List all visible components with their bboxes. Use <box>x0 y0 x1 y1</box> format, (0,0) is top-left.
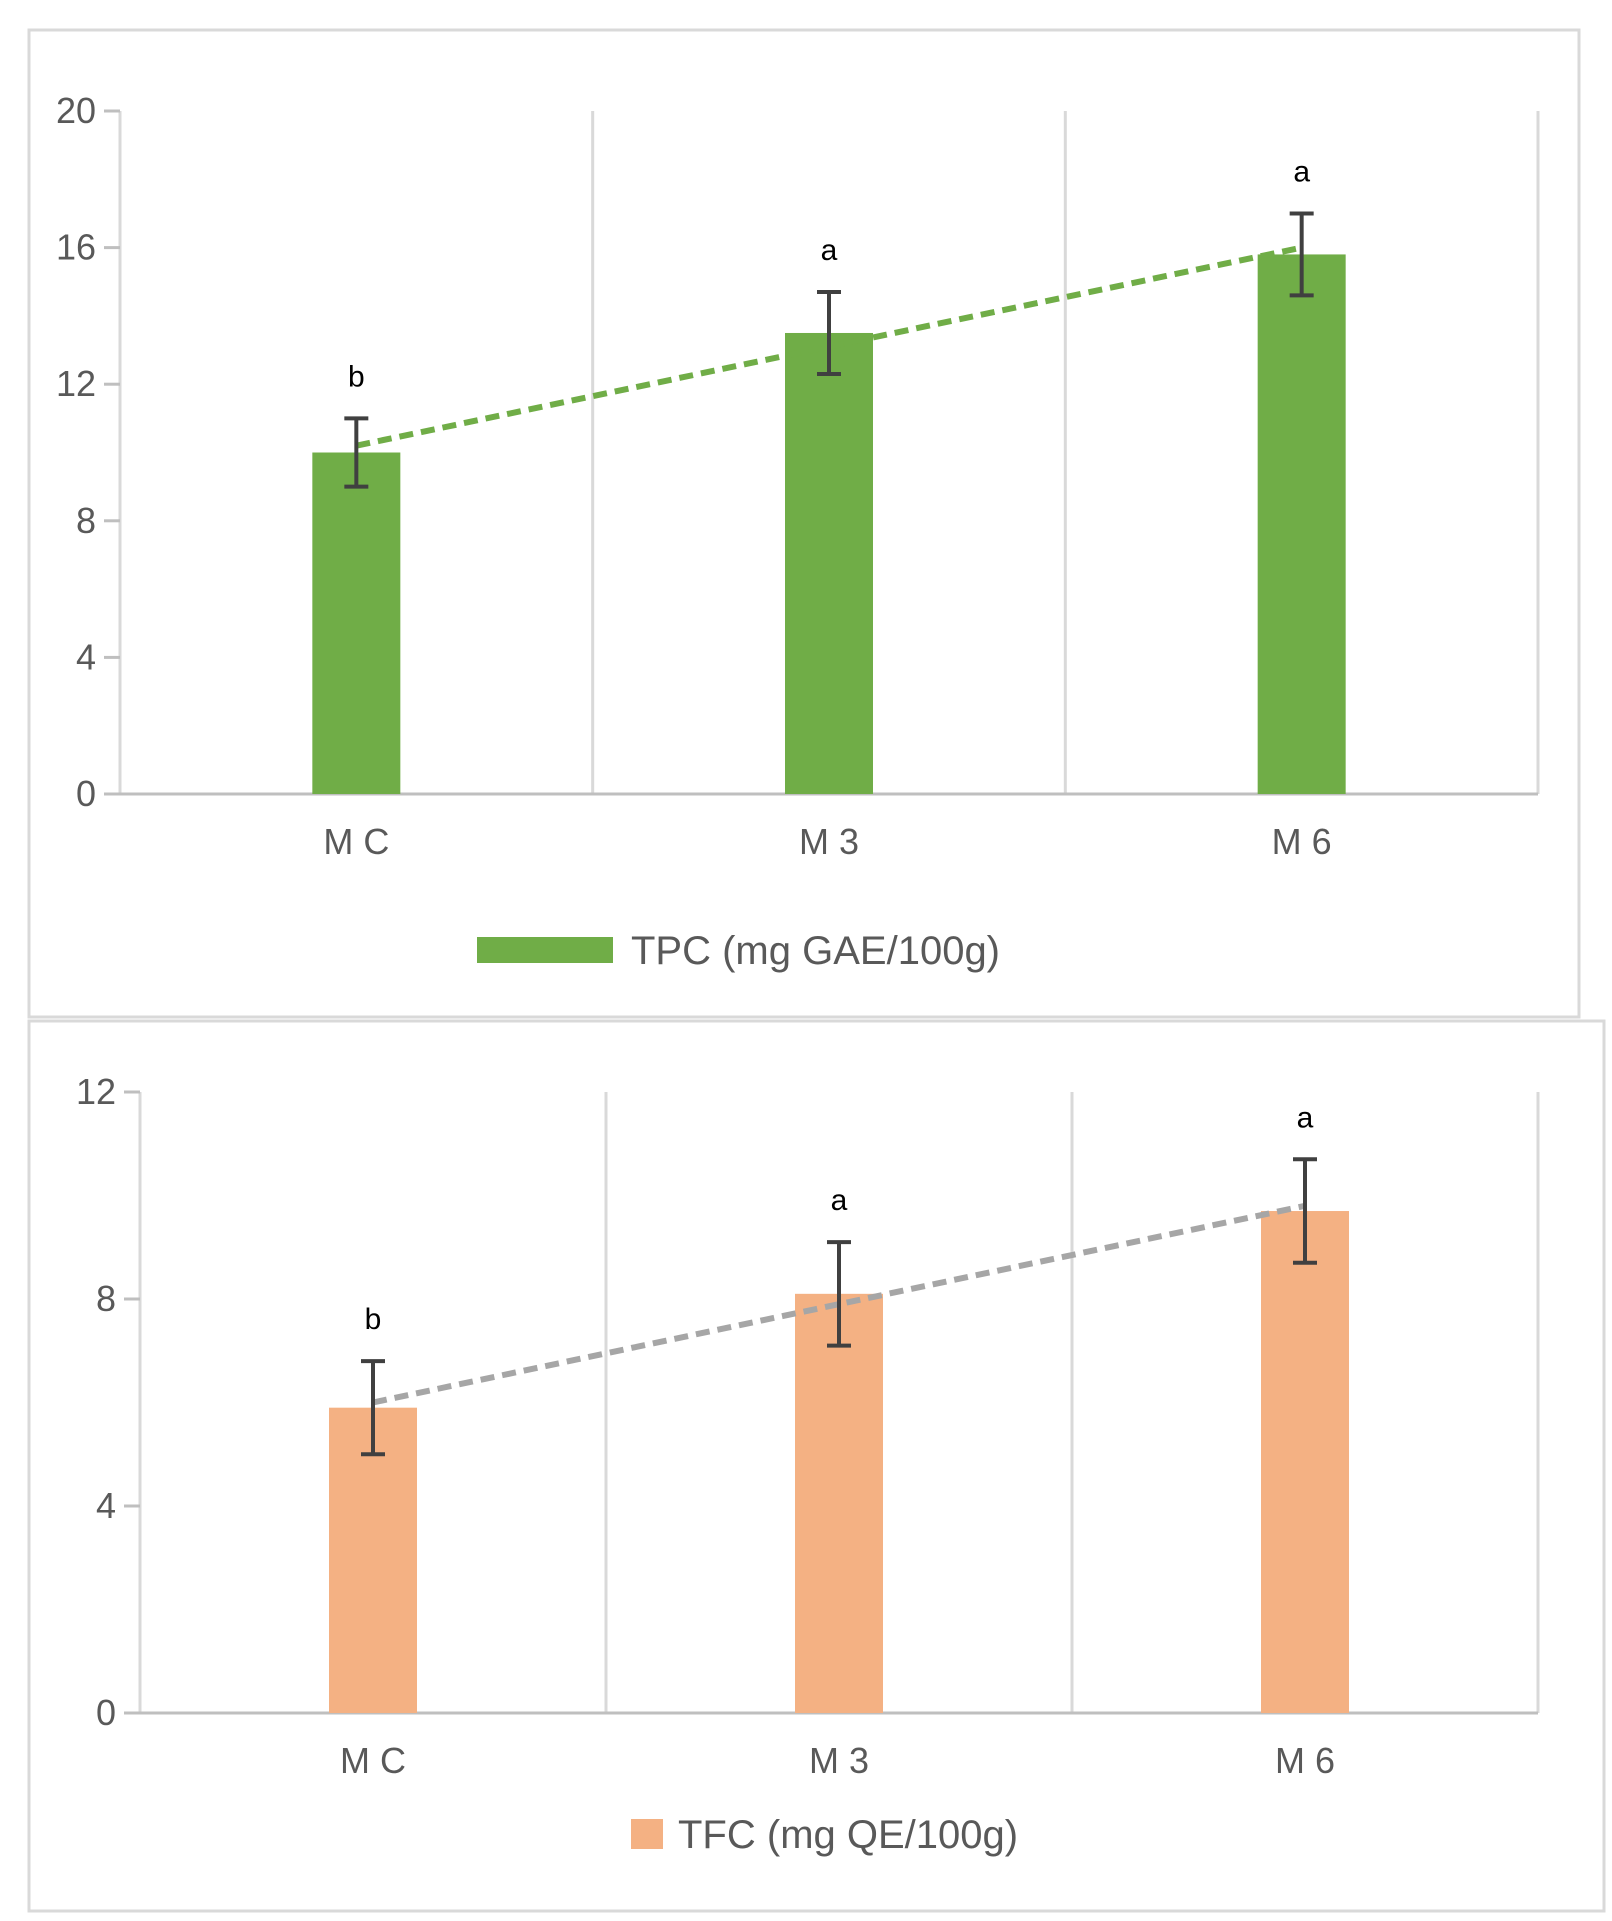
y-tick-label: 12 <box>76 1071 116 1112</box>
chart-2-frame <box>27 1019 1606 1913</box>
y-tick-label: 4 <box>96 1485 116 1526</box>
x-tick-label: M C <box>340 1740 406 1781</box>
y-tick-label: 8 <box>76 500 96 541</box>
x-tick-label: M 3 <box>799 821 859 862</box>
trendline <box>372 1202 1306 1406</box>
y-tick-label: 16 <box>56 227 96 268</box>
chart-2-gridlines <box>138 1092 1540 1713</box>
chart-1-error-bars <box>344 211 1314 489</box>
chart-2-legend-swatch <box>631 1819 663 1849</box>
bar <box>1261 1211 1349 1713</box>
significance-label: b <box>365 1303 382 1336</box>
significance-label: a <box>1293 155 1310 188</box>
bar <box>785 332 873 794</box>
chart-1-significance-labels: b a a <box>348 155 1310 393</box>
y-tick-label: 20 <box>56 90 96 131</box>
y-tick-label: 0 <box>76 773 96 814</box>
y-tick-label: 8 <box>96 1278 116 1319</box>
chart-2-x-ticks: M C M 3 M 6 <box>340 1740 1335 1781</box>
significance-label: b <box>348 360 365 393</box>
chart-2-y-ticks: 0 4 8 12 <box>76 1071 140 1733</box>
x-tick-label: M 6 <box>1272 821 1332 862</box>
chart-1-y-ticks: 0 4 8 12 16 20 <box>56 90 120 814</box>
chart-1-legend: TPC (mg GAE/100g) <box>477 929 1000 973</box>
y-tick-label: 12 <box>56 363 96 404</box>
chart-2-error-bars <box>361 1157 1317 1457</box>
chart-2-bars <box>329 1211 1349 1713</box>
chart-1-frame <box>27 28 1581 1019</box>
chart-1-bars <box>312 254 1346 794</box>
x-tick-label: M C <box>323 821 389 862</box>
x-tick-label: M 3 <box>809 1740 869 1781</box>
chart-2-legend: TFC (mg QE/100g) <box>631 1813 1018 1857</box>
y-tick-label: 4 <box>76 636 96 677</box>
bar <box>329 1407 417 1713</box>
chart-1-legend-swatch <box>477 937 613 963</box>
chart-1-gridlines <box>118 111 1540 794</box>
significance-label: a <box>831 1184 848 1217</box>
chart-2-trendline <box>372 1202 1306 1406</box>
bar <box>1257 254 1346 794</box>
bar <box>795 1293 883 1713</box>
x-tick-label: M 6 <box>1275 1740 1335 1781</box>
chart-1-x-ticks: M C M 3 M 6 <box>323 821 1331 862</box>
trendline <box>355 244 1303 449</box>
chart-2-significance-labels: b a a <box>365 1101 1314 1336</box>
chart-1-trendline <box>355 244 1303 449</box>
chart-2-legend-label: TFC (mg QE/100g) <box>678 1813 1018 1857</box>
bar <box>312 452 401 794</box>
y-tick-label: 0 <box>96 1692 116 1733</box>
significance-label: a <box>1297 1101 1314 1134</box>
significance-label: a <box>821 234 838 267</box>
chart-1-legend-label: TPC (mg GAE/100g) <box>631 929 1000 973</box>
